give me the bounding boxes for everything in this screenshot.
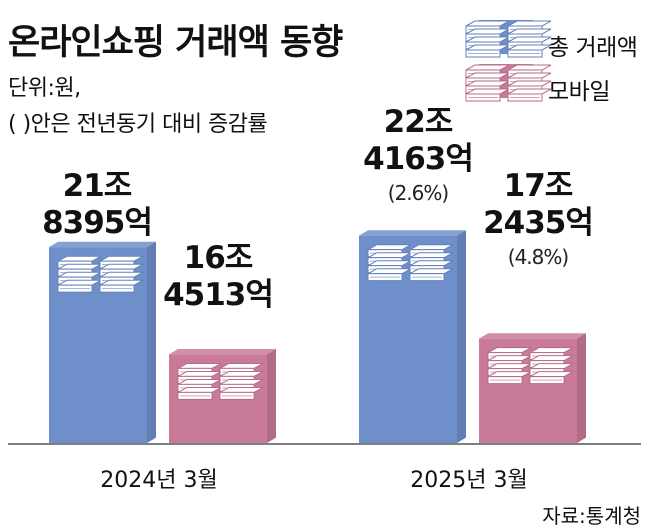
data-label-total-2024-eok: 8395억 <box>42 205 153 241</box>
data-label-mobile-2024: 16조 4513억 <box>163 240 274 314</box>
data-label-mobile-2025: 17조 2435억 (4.8%) <box>483 168 594 272</box>
legend-label-total: 총 거래액 <box>548 35 638 61</box>
data-label-total-2025-jo: 22조 <box>383 104 454 140</box>
bar-total-2025 <box>359 230 466 443</box>
bar-total-2024 <box>49 241 156 443</box>
data-label-mobile-2024-jo: 16조 <box>183 240 254 276</box>
data-label-total-2025-eok: 4163억 <box>363 141 474 177</box>
data-label-mobile-2025-jo: 17조 <box>503 168 574 204</box>
unit-note: 단위:원, <box>8 76 81 101</box>
chart-title: 온라인쇼핑 거래액 동향 <box>8 23 343 63</box>
data-label-total-2024-jo: 21조 <box>62 168 133 204</box>
legend-swatch-total-icon <box>465 20 552 58</box>
change-rate-mobile-2025: (4.8%) <box>507 245 569 269</box>
data-label-total-2025: 22조 4163억 (2.6%) <box>363 104 474 208</box>
x-tick-label-2025-03: 2025년 3월 <box>410 468 528 493</box>
data-label-total-2024: 21조 8395억 <box>42 168 153 242</box>
data-label-mobile-2025-eok: 2435억 <box>483 205 594 241</box>
legend-label-mobile: 모바일 <box>548 79 610 105</box>
change-rate-total-2025: (2.6%) <box>387 181 449 205</box>
legend-swatch-mobile-icon <box>465 64 552 102</box>
change-rate-note: ( )안은 전년동기 대비 증감률 <box>8 112 268 137</box>
source-note: 자료:통계청 <box>542 504 641 528</box>
data-label-mobile-2024-eok: 4513억 <box>163 277 274 313</box>
bar-mobile-2025 <box>479 333 586 443</box>
x-tick-label-2024-03: 2024년 3월 <box>100 468 218 493</box>
bar-mobile-2024 <box>169 348 276 443</box>
